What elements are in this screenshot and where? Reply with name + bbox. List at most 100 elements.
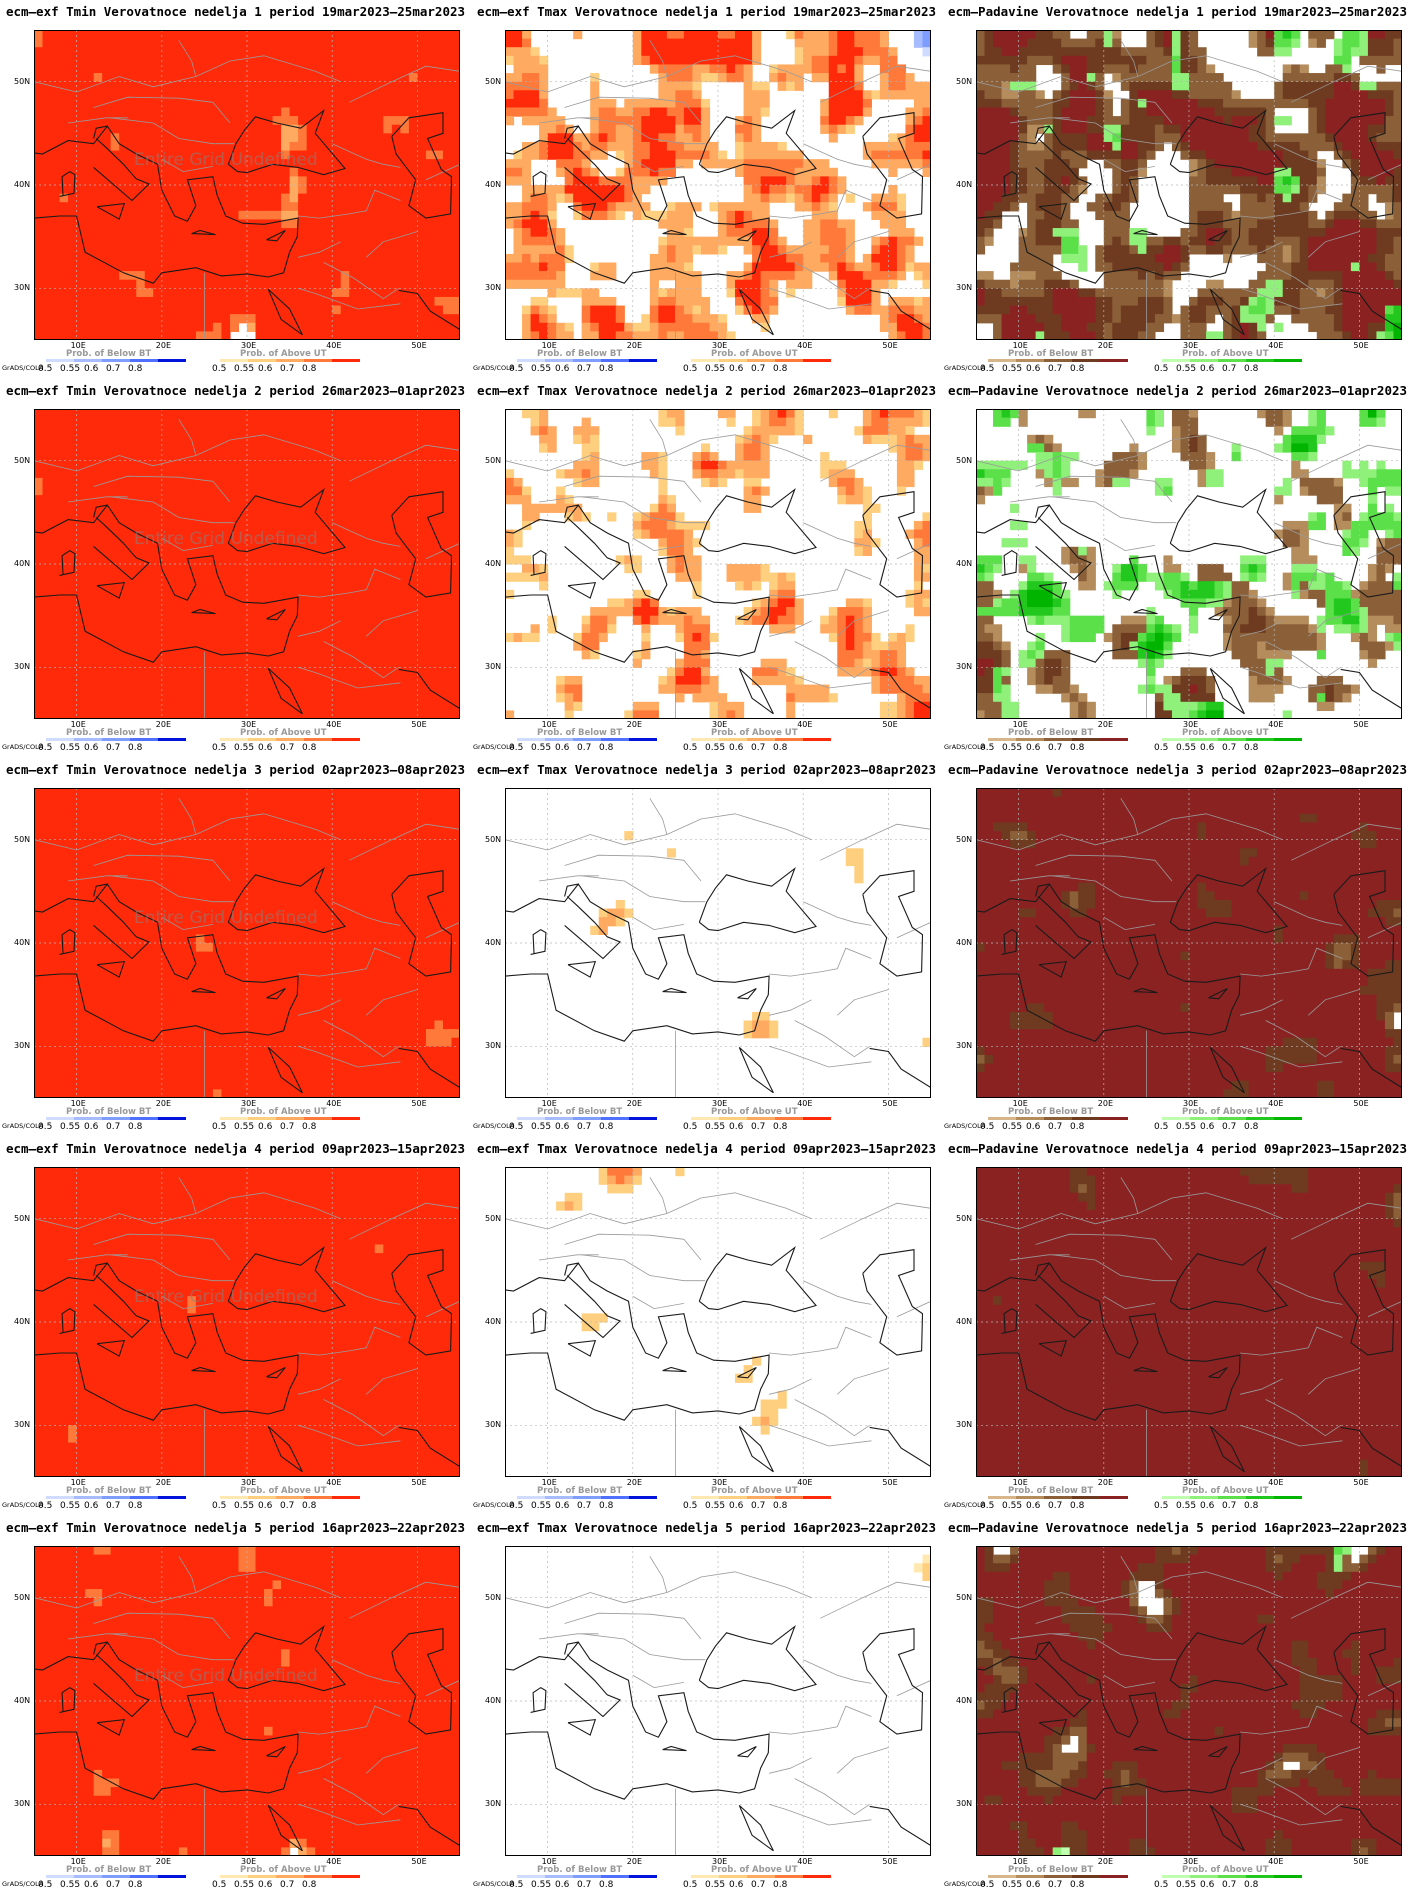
grads-credit: GrADS/COLA (944, 364, 986, 372)
colorbar-tick-label: 0.55 (234, 1501, 255, 1511)
map-panel-precip-week-5: ecm—Padavine Verovatnoce nedelja 5 perio… (942, 1516, 1413, 1895)
lat-tick-label: 30N (956, 1041, 973, 1051)
colorbar-swatch (158, 359, 186, 362)
lat-tick-label: 30N (485, 283, 502, 293)
colorbar-tick-label: 0.6 (729, 1501, 744, 1511)
colorbar-tick-label: 0.7 (751, 1880, 766, 1890)
colorbar-swatches (691, 1875, 831, 1878)
colorbar-swatch (1016, 359, 1044, 362)
colorbar-tick-label: 0.55 (1176, 1501, 1197, 1511)
colorbar-swatches (1162, 738, 1302, 741)
colorbar-swatch (1274, 738, 1302, 741)
lon-tick-label: 40E (1268, 720, 1284, 729)
grads-credit: GrADS/COLA (2, 1880, 44, 1888)
graticule (505, 1546, 931, 1856)
lon-tick-label: 10E (70, 1478, 86, 1487)
graticule (976, 788, 1402, 1098)
colorbar-swatch (304, 1117, 332, 1120)
colorbar-swatch (74, 1117, 102, 1120)
colorbar-swatch (276, 359, 304, 362)
colorbar-tick-label: 0.5 (212, 743, 227, 753)
colorbar-swatch (545, 359, 573, 362)
country-borders (976, 798, 1402, 1098)
colorbar-swatch (158, 1496, 186, 1499)
lon-tick-label: 30E (241, 720, 257, 729)
panel-title: ecm—Padavine Verovatnoce nedelja 3 perio… (947, 762, 1408, 777)
colorbar-tick-label: 0.7 (751, 1501, 766, 1511)
colorbar-swatch (130, 738, 158, 741)
colorbar-title: Prob. of Above UT (1182, 728, 1269, 738)
colorbar-tick-label: 0.55 (1176, 1122, 1197, 1132)
colorbar-tick-label: 0.55 (1176, 743, 1197, 753)
country-borders (505, 798, 931, 1098)
lon-tick-label: 50E (1353, 341, 1369, 350)
colorbar-swatches (691, 359, 831, 362)
colorbar-tick-label: 0.55 (60, 364, 81, 374)
lon-tick-label: 20E (155, 720, 172, 729)
colorbar-tick-label: 0.5 (683, 743, 698, 753)
lat-tick-label: 30N (956, 662, 973, 672)
colorbar-swatch (601, 1875, 629, 1878)
lon-tick-label: 30E (241, 1857, 257, 1866)
lon-tick-label: 50E (411, 1478, 427, 1487)
colorbar-swatches (220, 738, 360, 741)
lat-tick-label: 40N (485, 559, 502, 568)
colorbar-swatch (573, 1117, 601, 1120)
lat-tick-label: 30N (956, 1799, 973, 1809)
colorbar-tick-label: 0.8 (1070, 1880, 1085, 1890)
panel-title: ecm—Padavine Verovatnoce nedelja 5 perio… (947, 1520, 1408, 1535)
colorbar-tick-label: 0.5 (1154, 1501, 1169, 1511)
lon-tick-label: 20E (155, 341, 172, 350)
lat-tick-label: 40N (14, 559, 31, 568)
map-canvas (976, 409, 1402, 719)
colorbar-swatch (803, 359, 831, 362)
colorbar-tick-label: 0.8 (599, 1880, 614, 1890)
graticule (505, 788, 931, 1098)
colorbar-swatches (517, 1496, 657, 1499)
colorbar-tick-label: 0.5 (509, 1122, 524, 1132)
grads-credit: GrADS/COLA (944, 1501, 986, 1509)
colorbar-swatch (517, 1117, 545, 1120)
colorbar-title: Prob. of Above UT (1182, 1486, 1269, 1496)
colorbar-swatch (74, 1875, 102, 1878)
grads-credit: GrADS/COLA (473, 1501, 515, 1509)
colorbar-swatch (130, 1875, 158, 1878)
map-panel-tmin-week-4: ecm—exf Tmin Verovatnoce nedelja 4 perio… (0, 1137, 471, 1516)
lon-tick-label: 50E (882, 1857, 898, 1866)
colorbar-tick-label: 0.8 (128, 1122, 143, 1132)
colorbar-swatch (46, 1875, 74, 1878)
colorbar-swatch (719, 1496, 747, 1499)
colorbar-swatches (1162, 1117, 1302, 1120)
colorbar-title: Prob. of Below BT (66, 1107, 152, 1117)
colorbar-swatch (775, 1875, 803, 1878)
colorbar-tick-label: 0.55 (1176, 364, 1197, 374)
colorbar-tick-label: 0.55 (234, 1122, 255, 1132)
lat-tick-label: 40N (14, 1696, 31, 1705)
map-panel-tmin-week-5: ecm—exf Tmin Verovatnoce nedelja 5 perio… (0, 1516, 471, 1895)
colorbar-title: Prob. of Below BT (66, 728, 152, 738)
colorbar-tick-label: 0.5 (38, 364, 53, 374)
probability-map (976, 788, 1402, 1098)
colorbar-swatch (332, 359, 360, 362)
colorbar-tick-label: 0.8 (773, 364, 788, 374)
colorbar-tick-label: 0.7 (577, 743, 592, 753)
colorbar-swatch (158, 738, 186, 741)
colorbar-tick-label: 0.7 (1048, 743, 1063, 753)
colorbar-tick-label: 0.6 (555, 1880, 570, 1890)
lat-tick-label: 40N (14, 938, 31, 947)
country-borders (505, 40, 931, 340)
lon-tick-label: 10E (541, 1857, 557, 1866)
colorbar-swatch (1044, 1117, 1072, 1120)
map-canvas (976, 1167, 1402, 1477)
colorbar-tick-label: 0.5 (38, 743, 53, 753)
colorbar-tick-label: 0.55 (1002, 1501, 1023, 1511)
colorbar-tick-label: 0.8 (1244, 364, 1259, 374)
colorbar-swatch (1016, 1117, 1044, 1120)
map-panel-tmin-week-2: ecm—exf Tmin Verovatnoce nedelja 2 perio… (0, 379, 471, 758)
lon-tick-label: 50E (411, 341, 427, 350)
lon-tick-label: 30E (241, 341, 257, 350)
lat-tick-label: 50N (485, 1592, 502, 1602)
colorbar-swatch (1044, 1875, 1072, 1878)
lat-tick-label: 50N (14, 834, 31, 844)
colorbar-tick-label: 0.7 (106, 1122, 121, 1132)
